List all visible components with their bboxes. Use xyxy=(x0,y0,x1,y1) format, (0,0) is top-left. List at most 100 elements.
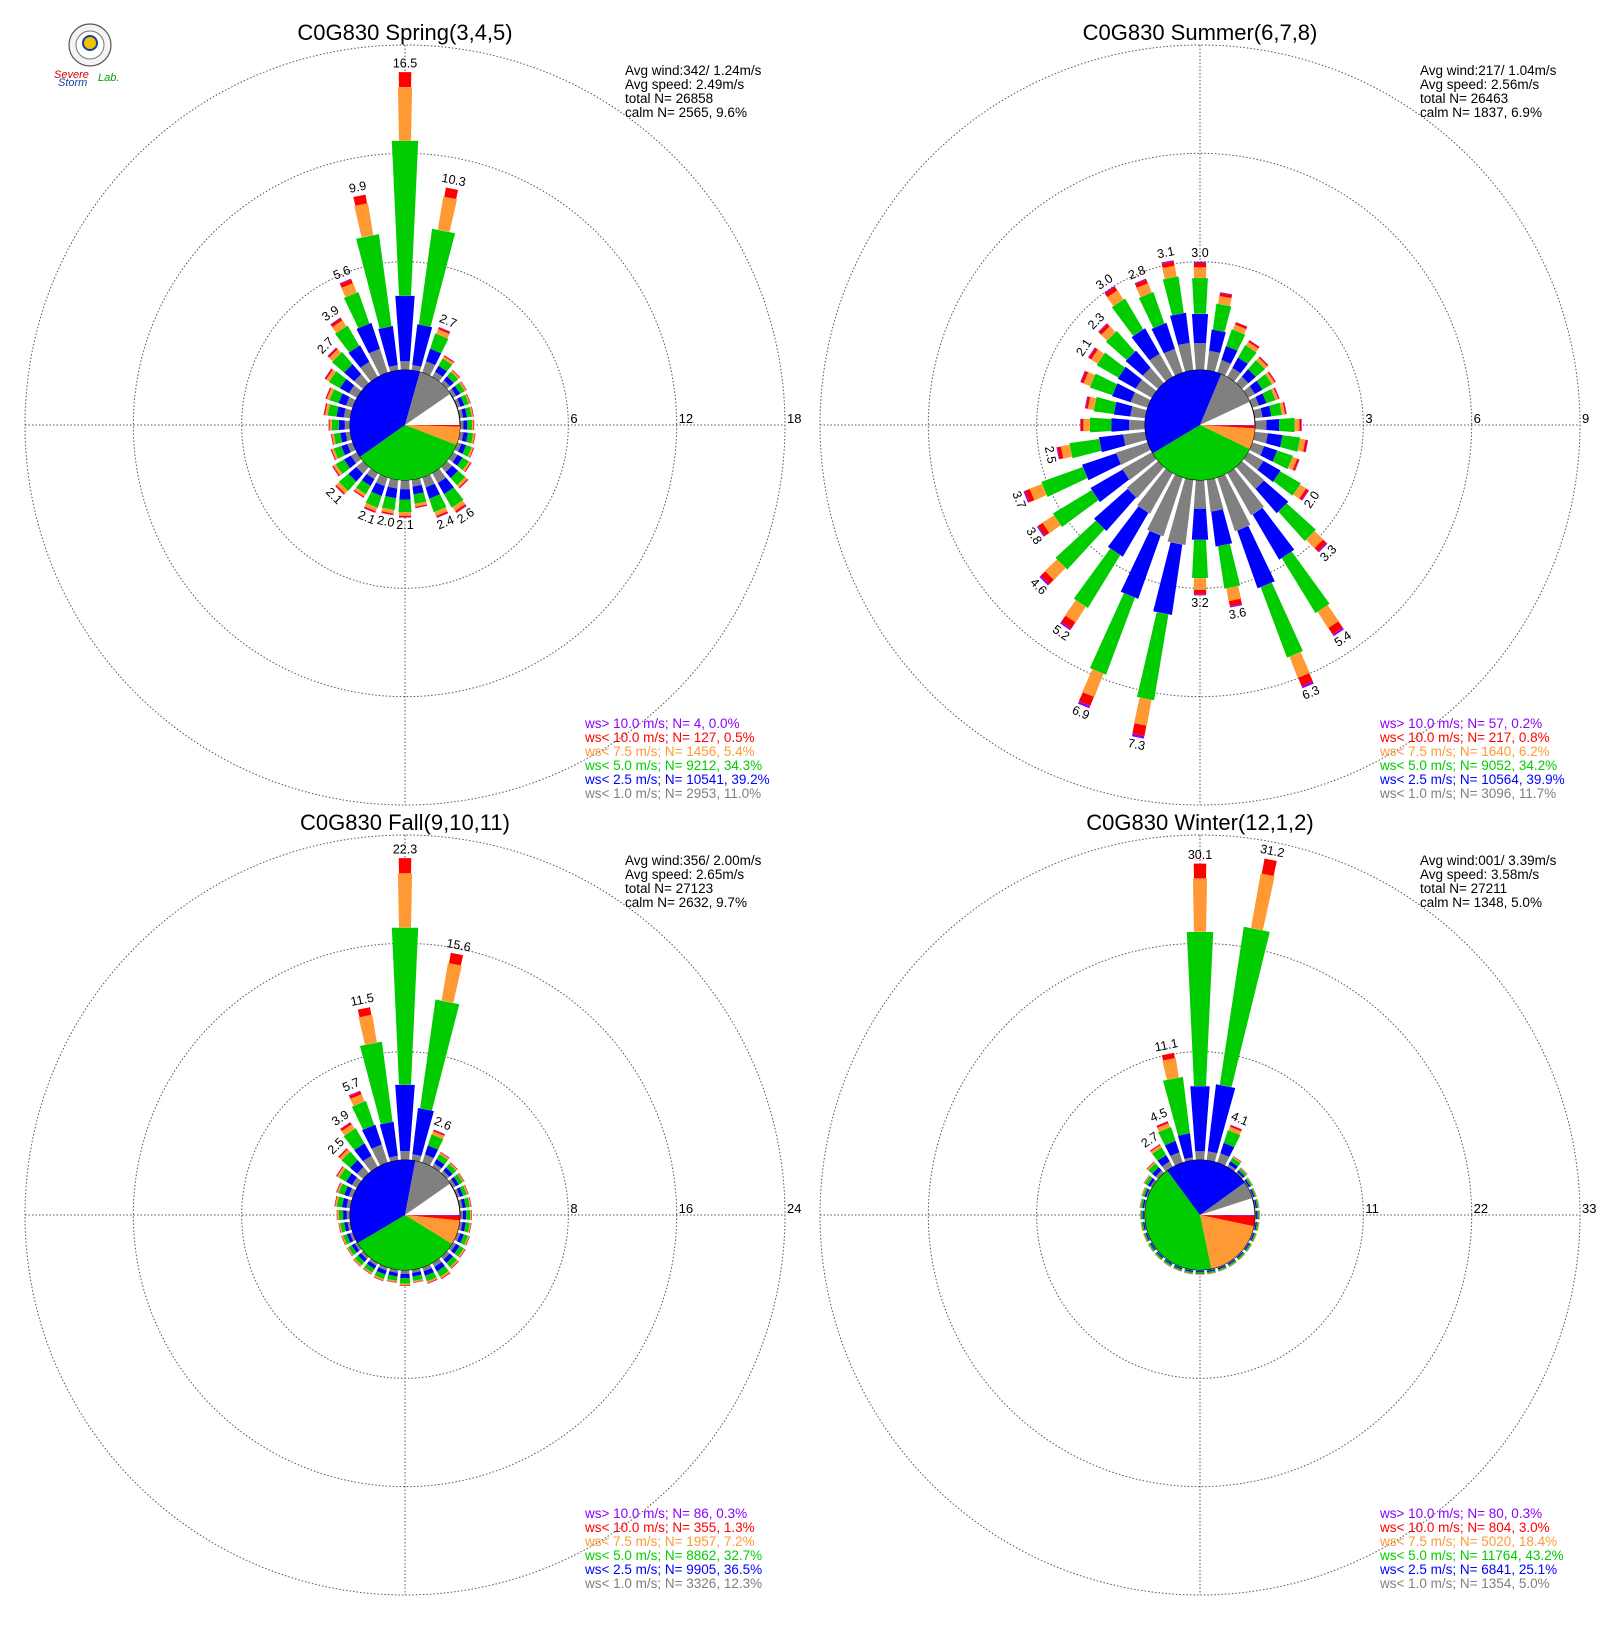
tick-label: 11 xyxy=(1365,1201,1379,1216)
bar-segment xyxy=(1163,1262,1171,1268)
bar-segment xyxy=(469,406,474,417)
bar-segment xyxy=(351,1100,375,1130)
bar-segment xyxy=(459,381,467,392)
bar-segment xyxy=(371,1144,388,1166)
bar-segment xyxy=(423,1268,434,1276)
bar-segment xyxy=(1150,1145,1162,1154)
direction-bar-27: 2.1 xyxy=(1073,336,1157,398)
bar-segment xyxy=(338,1223,341,1233)
bar-segment xyxy=(1206,1151,1218,1162)
bar-segment xyxy=(1218,1267,1227,1272)
bar-segment xyxy=(1209,329,1226,353)
bar-segment xyxy=(1194,261,1206,263)
bar-segment xyxy=(463,420,468,430)
bar-segment xyxy=(1036,526,1045,537)
bar-segment xyxy=(1138,292,1165,329)
bar-segment xyxy=(1134,278,1147,285)
bar-value-label: 6.9 xyxy=(1070,703,1091,723)
stats-line: Avg wind:342/ 1.24m/s xyxy=(625,63,762,78)
bar-segment xyxy=(339,1149,351,1161)
bar-segment xyxy=(1217,1265,1226,1270)
direction-bar-10 xyxy=(454,1232,471,1246)
pie-slice xyxy=(360,425,457,481)
bar-segment xyxy=(338,1210,344,1220)
bar-segment xyxy=(341,1124,355,1136)
bar-segment xyxy=(1164,1140,1180,1156)
bar-value-label: 6.3 xyxy=(1300,683,1321,703)
bar-segment xyxy=(1259,1210,1260,1220)
bar-segment xyxy=(1090,469,1130,503)
direction-bar-1: 10.3 xyxy=(411,171,467,372)
bar-segment xyxy=(1314,539,1327,552)
bar-segment xyxy=(1131,733,1145,739)
legend-entry: ws< 10.0 m/s; N= 217, 0.8% xyxy=(1379,730,1550,745)
bar-segment xyxy=(398,72,412,87)
direction-bar-0: 3.0 xyxy=(1191,246,1209,371)
direction-bar-26 xyxy=(1141,1187,1151,1198)
pie-slice xyxy=(357,1215,452,1270)
direction-bar-18: 2.1 xyxy=(356,474,388,527)
bar-segment xyxy=(335,485,345,495)
direction-bar-1: 31.2 xyxy=(1206,842,1286,1162)
bar-segment xyxy=(1253,1233,1257,1242)
direction-bar-4 xyxy=(440,369,461,390)
direction-bar-3 xyxy=(432,355,455,382)
bar-segment xyxy=(445,1163,457,1175)
bar-segment xyxy=(1190,1086,1210,1152)
direction-bar-18: 6.9 xyxy=(1070,474,1183,723)
bar-segment xyxy=(1126,460,1165,499)
bar-segment xyxy=(1145,1232,1150,1241)
bar-segment xyxy=(1146,1161,1154,1169)
bar-segment xyxy=(458,1199,463,1209)
bar-segment xyxy=(340,1222,346,1233)
bar-segment xyxy=(343,1210,347,1220)
stats-line: total N= 26463 xyxy=(1420,91,1508,106)
bar-value-label: 2.7 xyxy=(437,311,458,331)
bar-segment xyxy=(388,1271,398,1277)
bar-segment xyxy=(1111,418,1129,432)
bar-segment xyxy=(427,1134,444,1150)
bar-value-label: 31.2 xyxy=(1259,842,1286,860)
bar-segment xyxy=(1233,1156,1242,1163)
direction-bar-16: 2.1 xyxy=(396,479,414,532)
bar-segment xyxy=(335,459,350,474)
bar-segment xyxy=(1193,479,1207,509)
bar-segment xyxy=(1247,1177,1253,1186)
bar-segment xyxy=(386,1279,397,1283)
bar-segment xyxy=(332,320,347,333)
stats-line: Avg speed: 2.56m/s xyxy=(1420,77,1539,92)
bar-segment xyxy=(1218,543,1241,589)
direction-bar-26 xyxy=(336,1182,356,1198)
bar-segment xyxy=(1193,343,1207,371)
bar-segment xyxy=(1143,1175,1149,1184)
bar-segment xyxy=(451,1261,459,1269)
bar-segment xyxy=(353,491,364,498)
bar-segment xyxy=(426,1277,438,1284)
bar-segment xyxy=(459,1249,466,1259)
bar-segment xyxy=(399,489,411,500)
bar-value-label: 4.5 xyxy=(1148,1105,1169,1125)
bar-segment xyxy=(336,406,346,418)
bar-segment xyxy=(459,1185,468,1196)
bar-segment xyxy=(1105,330,1135,360)
bar-segment xyxy=(443,1167,453,1177)
bar-segment xyxy=(391,927,419,1085)
bar-segment xyxy=(460,381,467,391)
bar-segment xyxy=(1273,387,1280,400)
bar-segment xyxy=(348,467,363,482)
bar-segment xyxy=(1078,692,1094,706)
pie-slice xyxy=(1200,374,1250,425)
bar-segment xyxy=(341,283,357,298)
bar-segment xyxy=(449,1259,459,1269)
chart-title: C0G830 Spring(3,4,5) xyxy=(297,20,512,45)
direction-bar-13 xyxy=(432,1258,451,1280)
tick-label: 9 xyxy=(1582,411,1589,426)
bar-segment xyxy=(376,1267,387,1275)
bar-segment xyxy=(1146,1161,1155,1170)
bar-segment xyxy=(1227,468,1264,516)
bar-segment xyxy=(467,420,473,430)
direction-bar-25 xyxy=(323,403,352,419)
legend-entry: ws> 10.0 m/s; N= 80, 0.3% xyxy=(1379,1506,1542,1521)
bar-segment xyxy=(424,1145,439,1159)
bar-segment xyxy=(1238,345,1257,364)
